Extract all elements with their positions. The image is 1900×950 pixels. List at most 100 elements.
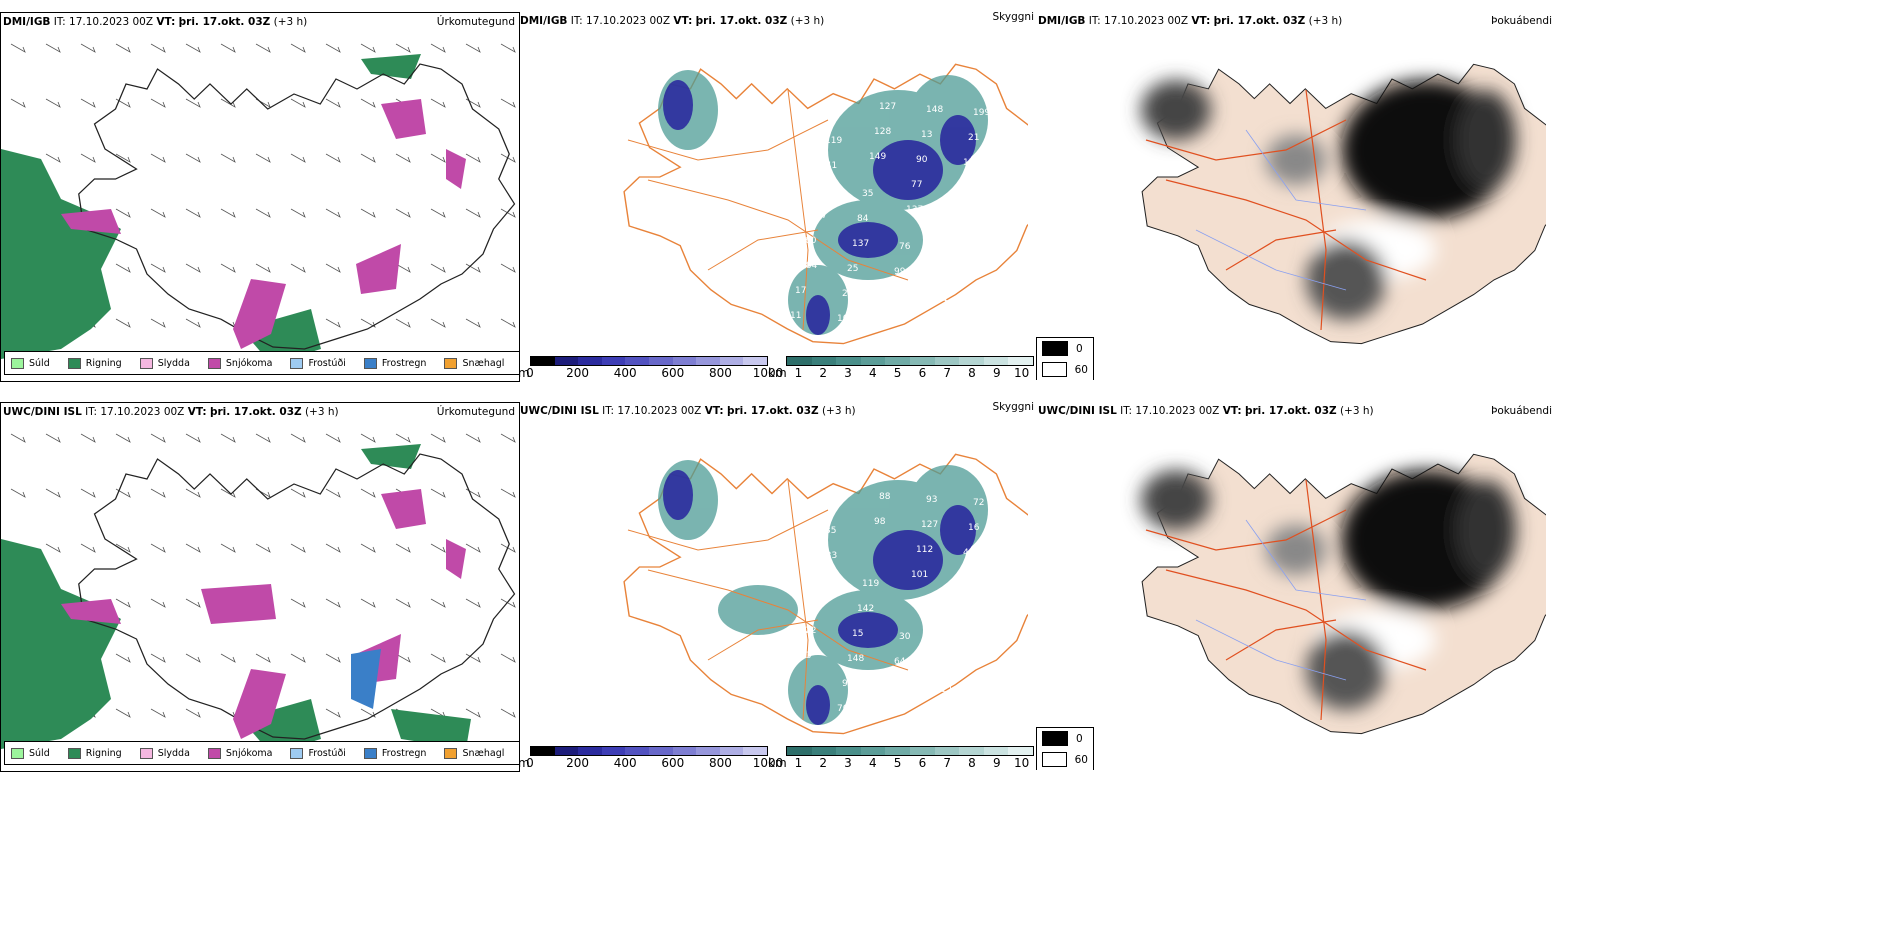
panel-header: DMI/IGB IT: 17.10.2023 00Z VT: þri. 17.o… [1038,14,1554,28]
legend-swatch [139,747,153,759]
cloud-base-label: 85 [884,317,895,327]
precip-map[interactable] [1,29,517,374]
rain-area [1,539,121,749]
valid-label: VT: [1222,405,1242,417]
legend-label: 60 [1074,753,1088,766]
init-time: IT: 17.10.2023 00Z [85,406,185,418]
panel-header: DMI/IGB IT: 17.10.2023 00Z VT: þri. 17.o… [520,12,1036,28]
cloud-base-label: 11 [790,311,801,321]
colorbar-tick: 3 [844,756,852,770]
panel-title: Skyggni [992,12,1035,23]
colorbar-tick: 1000 [752,366,784,380]
cloud-legend-item: 60 [1037,749,1093,770]
legend-label: Snjókoma [225,747,273,759]
legend-swatch [1042,752,1067,767]
colorbar-tick: 1 [794,756,803,770]
colorbar-tick: 4 [868,756,877,770]
precip-legend: Súld Rigning Slydda Snjókoma Frostúði Frostre… [4,741,519,765]
lead-time: (+3 h) [821,405,856,417]
cloud-base-label: 88 [879,492,891,502]
precip-type-panel-0: DMI/IGB IT: 17.10.2023 00Z VT: þri. 17.o… [0,12,520,382]
cloud-base-label: 112 [916,545,933,555]
cloud-base-label: 137 [906,205,923,215]
lead-time: (+3 h) [273,16,308,28]
fog-map[interactable] [1046,30,1546,350]
legend-swatch [207,747,221,759]
cloud-base-label: 105 [958,573,975,583]
precip-map[interactable] [1,419,517,764]
cloud-base-label: 123 [943,258,960,268]
visibility-colorbar: 1 2 3 4 5 6 7 8 9 10 km [768,356,1034,380]
colorbar-tick: 0 [526,366,534,380]
visibility-colorbar: 1 2 3 4 5 6 7 8 9 10 km [768,746,1034,770]
precip-legend-item: Frostregn [363,747,426,759]
colorbar-tick: 200 [566,366,590,380]
cloud-base-label: 70 [837,704,849,714]
valid-time: þri. 17.okt. 03Z [695,15,788,27]
visibility-panel-1: UWC/DINI ISL IT: 17.10.2023 00Z VT: þri.… [518,402,1038,770]
cloud-base-label: 142 [788,83,805,93]
colorbar-tick: 1 [794,366,803,380]
colorbar-tick: 0 [526,756,534,770]
legend-swatch [1042,341,1068,356]
legend-label: 60 [1074,363,1088,376]
cloud-base-label: 119 [825,136,842,146]
valid-label: VT: [156,16,176,28]
init-time: IT: 17.10.2023 00Z [570,15,671,27]
valid-time: þri. 17.okt. 03Z [1244,405,1337,417]
cloud-base-label: 133 [820,551,837,561]
cloud-base-label: 149 [869,152,886,162]
colorbar-unit: km [768,756,787,770]
model-name: DMI/IGB [520,15,568,27]
legend-label: Snæhagl [462,357,505,369]
colorbar-tick: 3 [844,366,852,380]
valid-label: VT: [704,405,724,417]
visibility-map[interactable]: 142 119 35 76 74 199 141 84 99 27 21 74 137 83 148 125 1… [528,30,1028,350]
model-name: UWC/DINI ISL [3,406,82,418]
fog-panel-0: DMI/IGB IT: 17.10.2023 00Z VT: þri. 17.o… [1036,12,1556,380]
valid-time: þri. 17.okt. 03Z [726,405,819,417]
lead-time: (+3 h) [1308,15,1343,27]
legend-swatch [67,357,81,369]
fog-panel-1: UWC/DINI ISL IT: 17.10.2023 00Z VT: þri.… [1036,402,1556,770]
cloud-base-label: 119 [862,579,879,589]
valid-time: þri. 17.okt. 03Z [178,16,271,28]
colorbar-unit: km [768,366,787,380]
colorbar-tick: 200 [566,756,590,770]
cloud-base-label: 128 [874,127,891,137]
colorbar-tick: 800 [708,366,732,380]
cloud-base-label: 121 [936,685,953,695]
legend-label: Snjókoma [225,357,273,369]
precip-legend-item: Snæhagl [444,747,505,759]
precip-legend-item: Rigning [67,747,122,759]
cloud-base-label: 20 [958,183,970,193]
cloud-base-label: 142 [857,604,874,614]
precip-legend: Súld Rigning Slydda Snjókoma Frostúði Frostre… [4,351,519,375]
precip-legend-item: Frostúði [290,747,346,759]
valid-label: VT: [187,406,207,418]
cloud-base-label: 99 [953,208,965,218]
colorbar-tick: 9 [992,756,1001,770]
cloud-legend-item: 0 [1037,728,1093,749]
cloud-legend-item: 0 [1037,338,1093,359]
cloud-base-label: 263 [832,99,849,109]
visibility-map[interactable]: 70 35 119 30 121 72 133 142 64 91 16 70 15 143 93 48 22 1… [528,420,1028,740]
colorbar-tick: 8 [968,366,976,380]
legend-swatch [444,747,458,759]
legend-swatch [444,357,458,369]
colorbar-tick: 7 [943,366,952,380]
panel-title: Þokuábendi [1491,405,1552,417]
legend-label: Snæhagl [462,747,505,759]
cloud-base-label: 127 [879,102,896,112]
cloud-cover-legend: 0 60 [1036,337,1094,380]
precip-legend-item: Rigning [67,357,122,369]
cloud-base-colorbar: 0 200 400 600 800 1000 m [518,356,783,380]
panel-title: Úrkomutegund [436,16,515,28]
cloud-base-label: 83 [889,292,900,302]
legend-label: 0 [1076,732,1083,745]
cloud-base-label: 98 [874,517,886,527]
precip-legend-item: Snjókoma [207,357,273,369]
legend-swatch [207,357,221,369]
cloud-base-label: 84 [857,214,869,224]
fog-map[interactable] [1046,420,1546,740]
